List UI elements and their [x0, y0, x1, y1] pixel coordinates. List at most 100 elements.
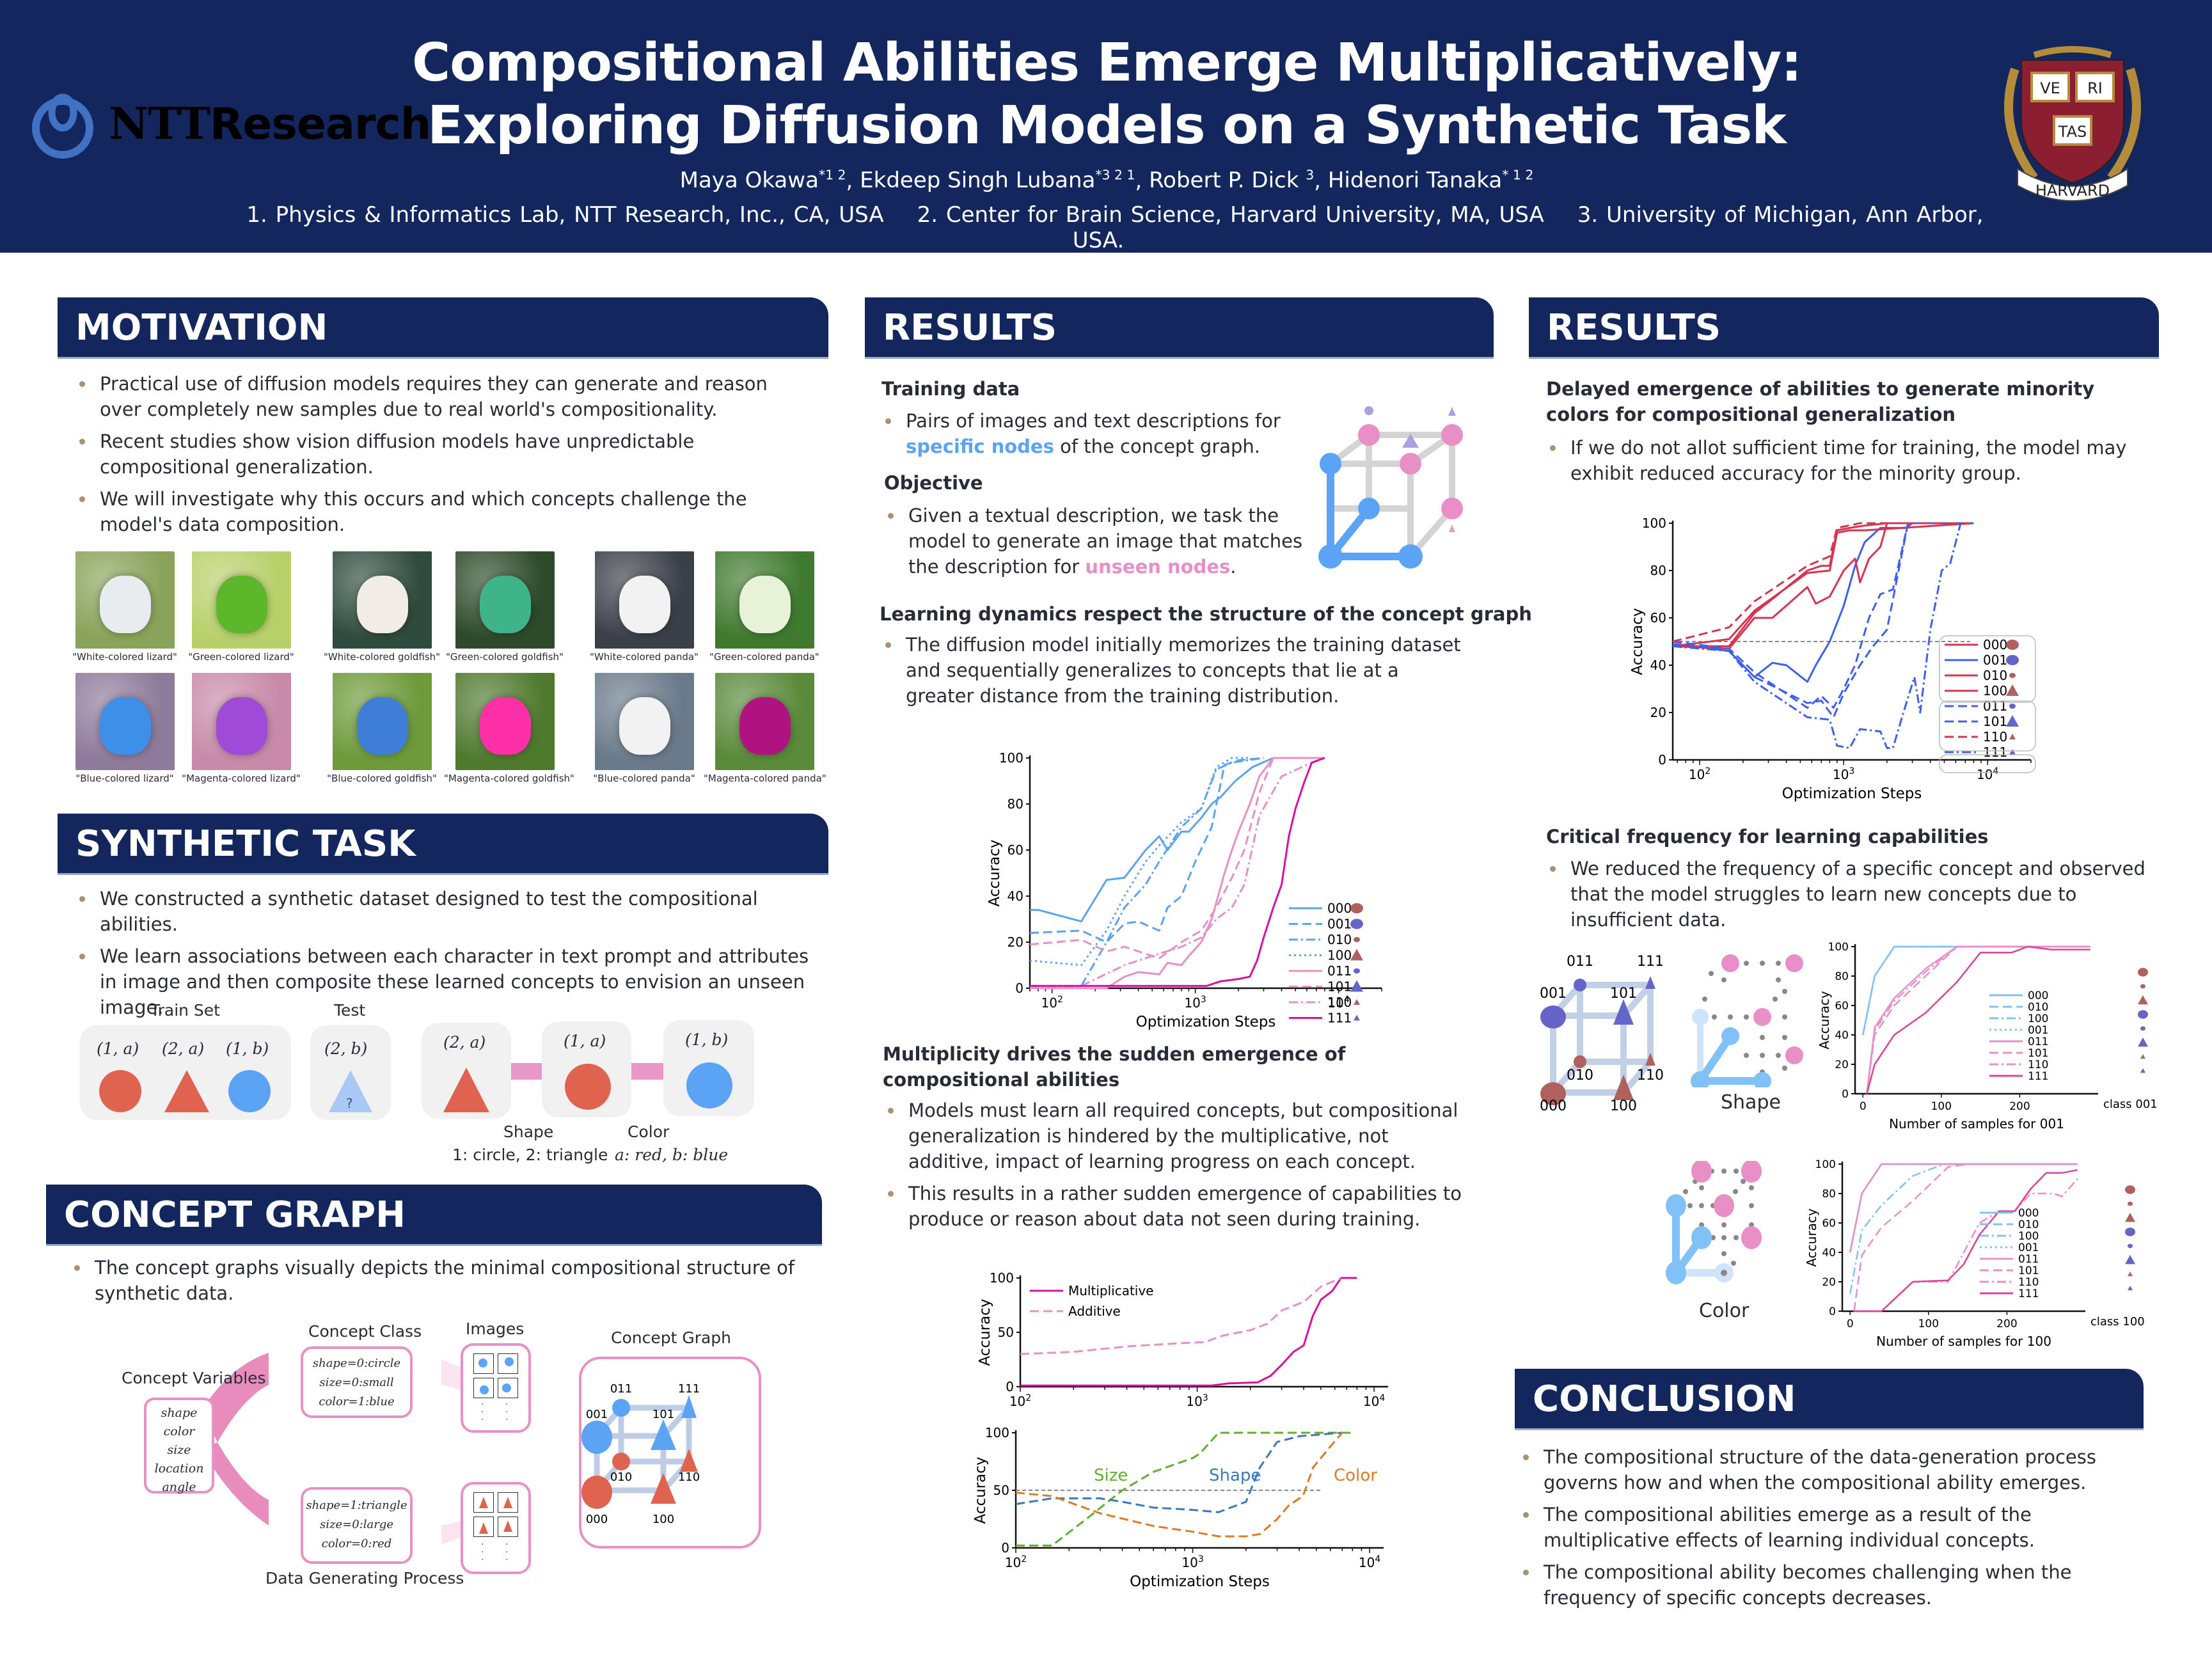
y-tick-label: 40 — [1835, 1029, 1849, 1042]
series-line-size — [1016, 1431, 1353, 1547]
series-line-111 — [1866, 945, 2090, 1094]
svg-text:111: 111 — [1637, 954, 1664, 970]
chain-item-label: (1, a) — [564, 1032, 606, 1050]
legend-marker-icon — [2006, 684, 2019, 696]
generated-image — [455, 673, 555, 770]
legend-label: 110 — [1327, 995, 1352, 1010]
ntt-logo-text: NTTResearch — [109, 99, 431, 150]
bullet: We will investigate why this occurs and … — [75, 486, 811, 537]
legend-marker-icon — [2138, 1010, 2148, 1019]
red-circle-shape — [99, 1070, 141, 1112]
shape-edge — [511, 1063, 542, 1080]
generated-image — [715, 551, 814, 649]
svg-text:011: 011 — [610, 1382, 632, 1396]
y-tick-label: 20 — [1007, 934, 1023, 950]
image-caption: "White-colored lizard" — [72, 651, 177, 663]
legend-frame — [1939, 754, 2036, 773]
legend-marker-icon — [2140, 1054, 2145, 1059]
affiliations: 1. Physics & Informatics Lab, NTT Resear… — [192, 202, 2021, 253]
series-line-100 — [1849, 1163, 2078, 1294]
image-caption: "Green-colored lizard" — [188, 651, 294, 663]
learning-dynamics-title: Learning dynamics respect the structure … — [880, 603, 1532, 625]
delayed-emergence-title: Delayed emergence of abilities to genera… — [1546, 378, 2095, 425]
svg-text:001: 001 — [586, 1408, 608, 1421]
motivation-bullets: Practical use of diffusion models requir… — [75, 371, 811, 544]
legend-marker-icon — [1354, 999, 1360, 1005]
legend-marker-icon — [2125, 1227, 2135, 1236]
thumb — [498, 1353, 518, 1374]
concept-class-label: Concept Class — [308, 1322, 422, 1341]
series-line-000 — [1849, 1163, 2078, 1253]
series-line-111 — [1672, 523, 1962, 749]
thumb — [498, 1378, 518, 1398]
thumb — [498, 1517, 518, 1537]
legend-marker-icon — [2128, 1286, 2133, 1291]
legend-label: Additive — [1068, 1304, 1121, 1319]
y-tick-label: 0 — [1658, 752, 1666, 768]
legend-marker-icon — [2009, 734, 2016, 739]
legend-label: 010 — [1327, 932, 1352, 947]
x-tick-label: 103 — [1184, 995, 1206, 1011]
y-axis-label: Accuracy — [972, 1456, 989, 1524]
series-line-010 — [1849, 1163, 2078, 1253]
section-header-conclusion: CONCLUSION — [1515, 1369, 2144, 1430]
concept-graph-label: Concept Graph — [611, 1328, 732, 1347]
x-tick-label: 103 — [1833, 766, 1854, 782]
generated-image-gallery: "White-colored lizard" "Green-colored liz… — [64, 551, 844, 794]
legend-marker-icon — [2009, 749, 2016, 755]
svg-text:001: 001 — [1540, 986, 1567, 1002]
image-caption: "Magenta-colored lizard" — [182, 773, 301, 784]
y-tick-label: 50 — [993, 1483, 1009, 1498]
legend-marker-icon — [2009, 704, 2016, 709]
train-item-label: (1, b) — [226, 1039, 269, 1058]
y-axis-label: Accuracy — [986, 839, 1003, 906]
generated-image — [333, 551, 432, 649]
series-line-111 — [1854, 1169, 2078, 1312]
thumb — [473, 1517, 494, 1537]
images-label: Images — [466, 1320, 525, 1338]
class-attr: color=0:red — [321, 1537, 392, 1550]
legend-marker-icon — [2006, 715, 2019, 727]
class-attr: size=0:small — [319, 1376, 394, 1389]
blue-circle-shape — [228, 1070, 271, 1112]
svg-text:000: 000 — [1540, 1098, 1567, 1113]
legend-label: 101 — [2018, 1265, 2039, 1277]
gallery-item: "Green-colored goldfish" — [444, 551, 564, 663]
image-caption: "Green-colored goldfish" — [446, 651, 564, 663]
synthetic-bullets: We constructed a synthetic dataset desig… — [75, 886, 830, 1027]
svg-text:010: 010 — [1567, 1068, 1593, 1084]
series-line-multiplicative — [1020, 1277, 1357, 1387]
legend-frame — [1939, 700, 2036, 752]
series-line-000 — [1030, 757, 1274, 923]
series-line-110 — [1672, 522, 1974, 643]
concept-accuracy-chart: 0 50 100 102 103 104 Optimization Steps Accurac… — [972, 1425, 1384, 1590]
x-tick-label: 100 — [1931, 1100, 1952, 1113]
y-tick-label: 0 — [1001, 1540, 1009, 1556]
legend-frame — [1939, 635, 2036, 703]
legend-label: 101 — [1327, 979, 1352, 995]
legend-marker-icon — [2138, 995, 2148, 1005]
annotation-size: Size — [1094, 1466, 1128, 1485]
x-tick-label: 104 — [1359, 1554, 1380, 1570]
author: Robert P. Dick 3 — [1149, 168, 1315, 194]
test-item-label: (2, b) — [324, 1039, 368, 1058]
shape-concept-graph — [1691, 954, 1803, 1087]
legend-label: 011 — [2028, 1036, 2048, 1048]
y-tick-label: 0 — [1842, 1088, 1849, 1101]
gallery-item: "Blue-colored goldfish" — [321, 673, 437, 784]
color-edge — [631, 1063, 663, 1080]
x-tick-label: 200 — [2009, 1100, 2030, 1113]
author: Maya Okawa*1 2 — [679, 168, 846, 194]
y-tick-label: 40 — [1650, 658, 1666, 673]
svg-text:000: 000 — [586, 1513, 608, 1526]
series-line-101 — [1029, 757, 1325, 959]
legend-label: 110 — [1983, 729, 2007, 745]
x-axis-label: Optimization Steps — [1782, 785, 1922, 802]
svg-text:101: 101 — [652, 1408, 674, 1421]
y-tick-label: 100 — [1642, 516, 1666, 531]
ntt-research-logo: NTTResearch — [32, 90, 431, 160]
legend-label: 000 — [1327, 901, 1352, 916]
synthetic-task-diagram: Train Set Test (1, a) (2, a) (1, b) (2, … — [80, 1001, 784, 1174]
gallery-item: "White-colored panda" — [583, 551, 699, 663]
